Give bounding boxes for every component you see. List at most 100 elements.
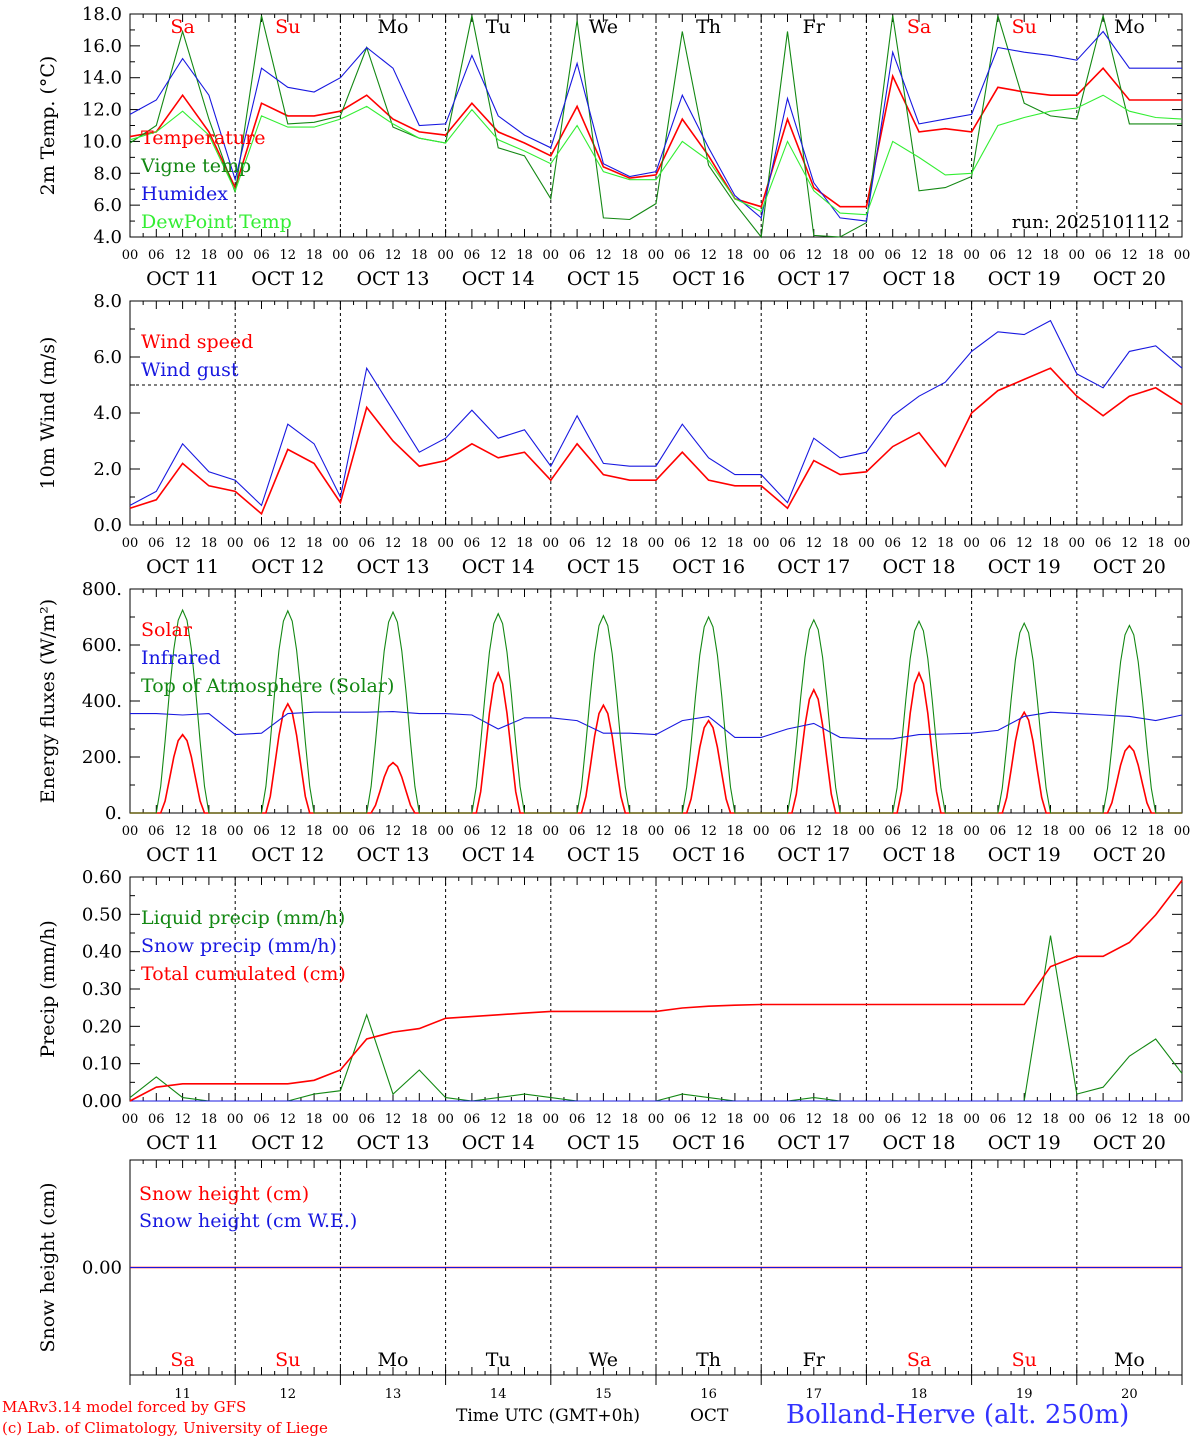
day-name-bottom: Fr [803, 1349, 826, 1371]
panel-snow: 0.00 Snow height (cm) Snow height (cm) Snow… [37, 1159, 1183, 1376]
hour-tick-label: 18 [937, 536, 954, 551]
day-name-top: Sa [907, 16, 931, 38]
hour-tick-label: 18 [1147, 1112, 1164, 1127]
date-label: OCT 15 [567, 556, 640, 578]
hour-tick-label: 00 [332, 1112, 349, 1127]
day-name-bottom: Sa [907, 1349, 931, 1371]
series-line-temperature [129, 67, 1182, 208]
y-tick-label: 6.0 [93, 195, 122, 216]
day-number: 18 [911, 1387, 928, 1402]
hour-tick-label: 00 [1174, 1112, 1191, 1127]
hour-tick-label: 00 [122, 1112, 139, 1127]
date-label: OCT 17 [777, 268, 850, 290]
hour-tick-label: 12 [174, 248, 191, 263]
hour-tick-label: 06 [990, 248, 1007, 263]
day-name-bottom: Tu [486, 1349, 511, 1371]
hour-tick-label: 00 [543, 1112, 560, 1127]
day-name-bottom: We [589, 1349, 618, 1371]
day-name-top: We [589, 16, 618, 38]
legend-entry: Vigne temp [140, 155, 251, 177]
date-label: OCT 19 [988, 1132, 1061, 1154]
legend-entry: Liquid precip (mm/h) [141, 907, 345, 929]
hour-tick-label: 00 [1069, 248, 1086, 263]
hour-tick-label: 12 [595, 248, 612, 263]
date-label: OCT 13 [356, 844, 429, 866]
hour-tick-label: 18 [201, 536, 218, 551]
hour-tick-label: 00 [1069, 1112, 1086, 1127]
hour-tick-label: 18 [832, 248, 849, 263]
hour-tick-label: 00 [1174, 248, 1191, 263]
hour-tick-label: 18 [411, 536, 428, 551]
hour-tick-label: 00 [648, 824, 665, 839]
date-label: OCT 14 [462, 556, 535, 578]
hour-tick-label: 06 [884, 536, 901, 551]
hour-tick-label: 12 [595, 536, 612, 551]
hour-tick-label: 00 [122, 824, 139, 839]
hour-tick-label: 18 [832, 1112, 849, 1127]
y-tick-label: 4.0 [93, 403, 122, 424]
hour-tick-label: 12 [806, 1112, 823, 1127]
date-label: OCT 18 [882, 556, 955, 578]
hour-tick-label: 12 [385, 248, 402, 263]
hour-tick-label: 12 [1016, 536, 1033, 551]
hour-tick-label: 00 [227, 1112, 244, 1127]
hour-tick-label: 18 [201, 824, 218, 839]
legend-entry: Infrared [141, 647, 221, 669]
hour-tick-label: 18 [832, 824, 849, 839]
hour-tick-label: 06 [358, 536, 375, 551]
hour-tick-label: 00 [227, 536, 244, 551]
hour-tick-label: 06 [990, 824, 1007, 839]
series-line-wind-speed [129, 367, 1183, 516]
y-tick-label: 0.00 [82, 1258, 122, 1279]
day-name-top: Mo [1114, 16, 1145, 38]
hour-tick-label: 06 [148, 1112, 165, 1127]
legend-entry: Solar [141, 619, 193, 641]
hour-tick-label: 06 [779, 1112, 796, 1127]
hour-tick-label: 06 [674, 824, 691, 839]
y-tick-label: 0.50 [82, 904, 122, 925]
hour-tick-label: 00 [858, 1112, 875, 1127]
legend-entry: Temperature [141, 127, 265, 149]
hour-tick-label: 06 [358, 824, 375, 839]
hour-tick-label: 06 [464, 536, 481, 551]
y-tick-label: 10.0 [82, 131, 122, 152]
y-tick-label: 0.00 [82, 1091, 122, 1112]
hour-tick-label: 06 [148, 248, 165, 263]
hour-tick-label: 06 [674, 1112, 691, 1127]
hour-tick-label: 12 [806, 248, 823, 263]
hour-tick-label: 00 [437, 824, 454, 839]
hour-tick-label: 00 [332, 248, 349, 263]
hour-tick-label: 12 [385, 1112, 402, 1127]
hour-tick-label: 18 [516, 1112, 533, 1127]
date-label: OCT 20 [1093, 844, 1166, 866]
panel-energy: 0. 200. 400. 600. 800. Energy fluxes (W/m²) So… [37, 579, 1190, 866]
hour-tick-label: 12 [1121, 824, 1138, 839]
hour-tick-label: 18 [937, 824, 954, 839]
hour-tick-label: 00 [1069, 824, 1086, 839]
date-label: OCT 16 [672, 556, 745, 578]
hour-tick-label: 12 [490, 536, 507, 551]
day-name-top: Fr [803, 16, 826, 38]
hour-tick-label: 18 [201, 248, 218, 263]
y-tick-label: 0. [105, 803, 122, 824]
date-label: OCT 19 [988, 268, 1061, 290]
hour-tick-label: 06 [569, 1112, 586, 1127]
hour-tick-label: 18 [306, 536, 323, 551]
y-axis-title: 10m Wind (m/s) [37, 337, 59, 490]
hour-tick-label: 12 [280, 248, 297, 263]
y-tick-label: 0.60 [82, 867, 122, 888]
date-label: OCT 12 [251, 844, 324, 866]
hour-tick-label: 06 [990, 1112, 1007, 1127]
date-label: OCT 13 [356, 268, 429, 290]
hour-tick-label: 12 [911, 248, 928, 263]
month-label: OCT [690, 1406, 729, 1426]
y-tick-label: 800. [82, 579, 122, 600]
date-label: OCT 14 [462, 1132, 535, 1154]
hour-tick-label: 12 [700, 536, 717, 551]
hour-tick-label: 18 [937, 248, 954, 263]
hour-tick-label: 12 [595, 1112, 612, 1127]
day-name-top: Tu [486, 16, 511, 38]
hour-tick-label: 00 [753, 536, 770, 551]
hour-tick-label: 00 [963, 536, 980, 551]
day-number: 11 [174, 1387, 191, 1402]
